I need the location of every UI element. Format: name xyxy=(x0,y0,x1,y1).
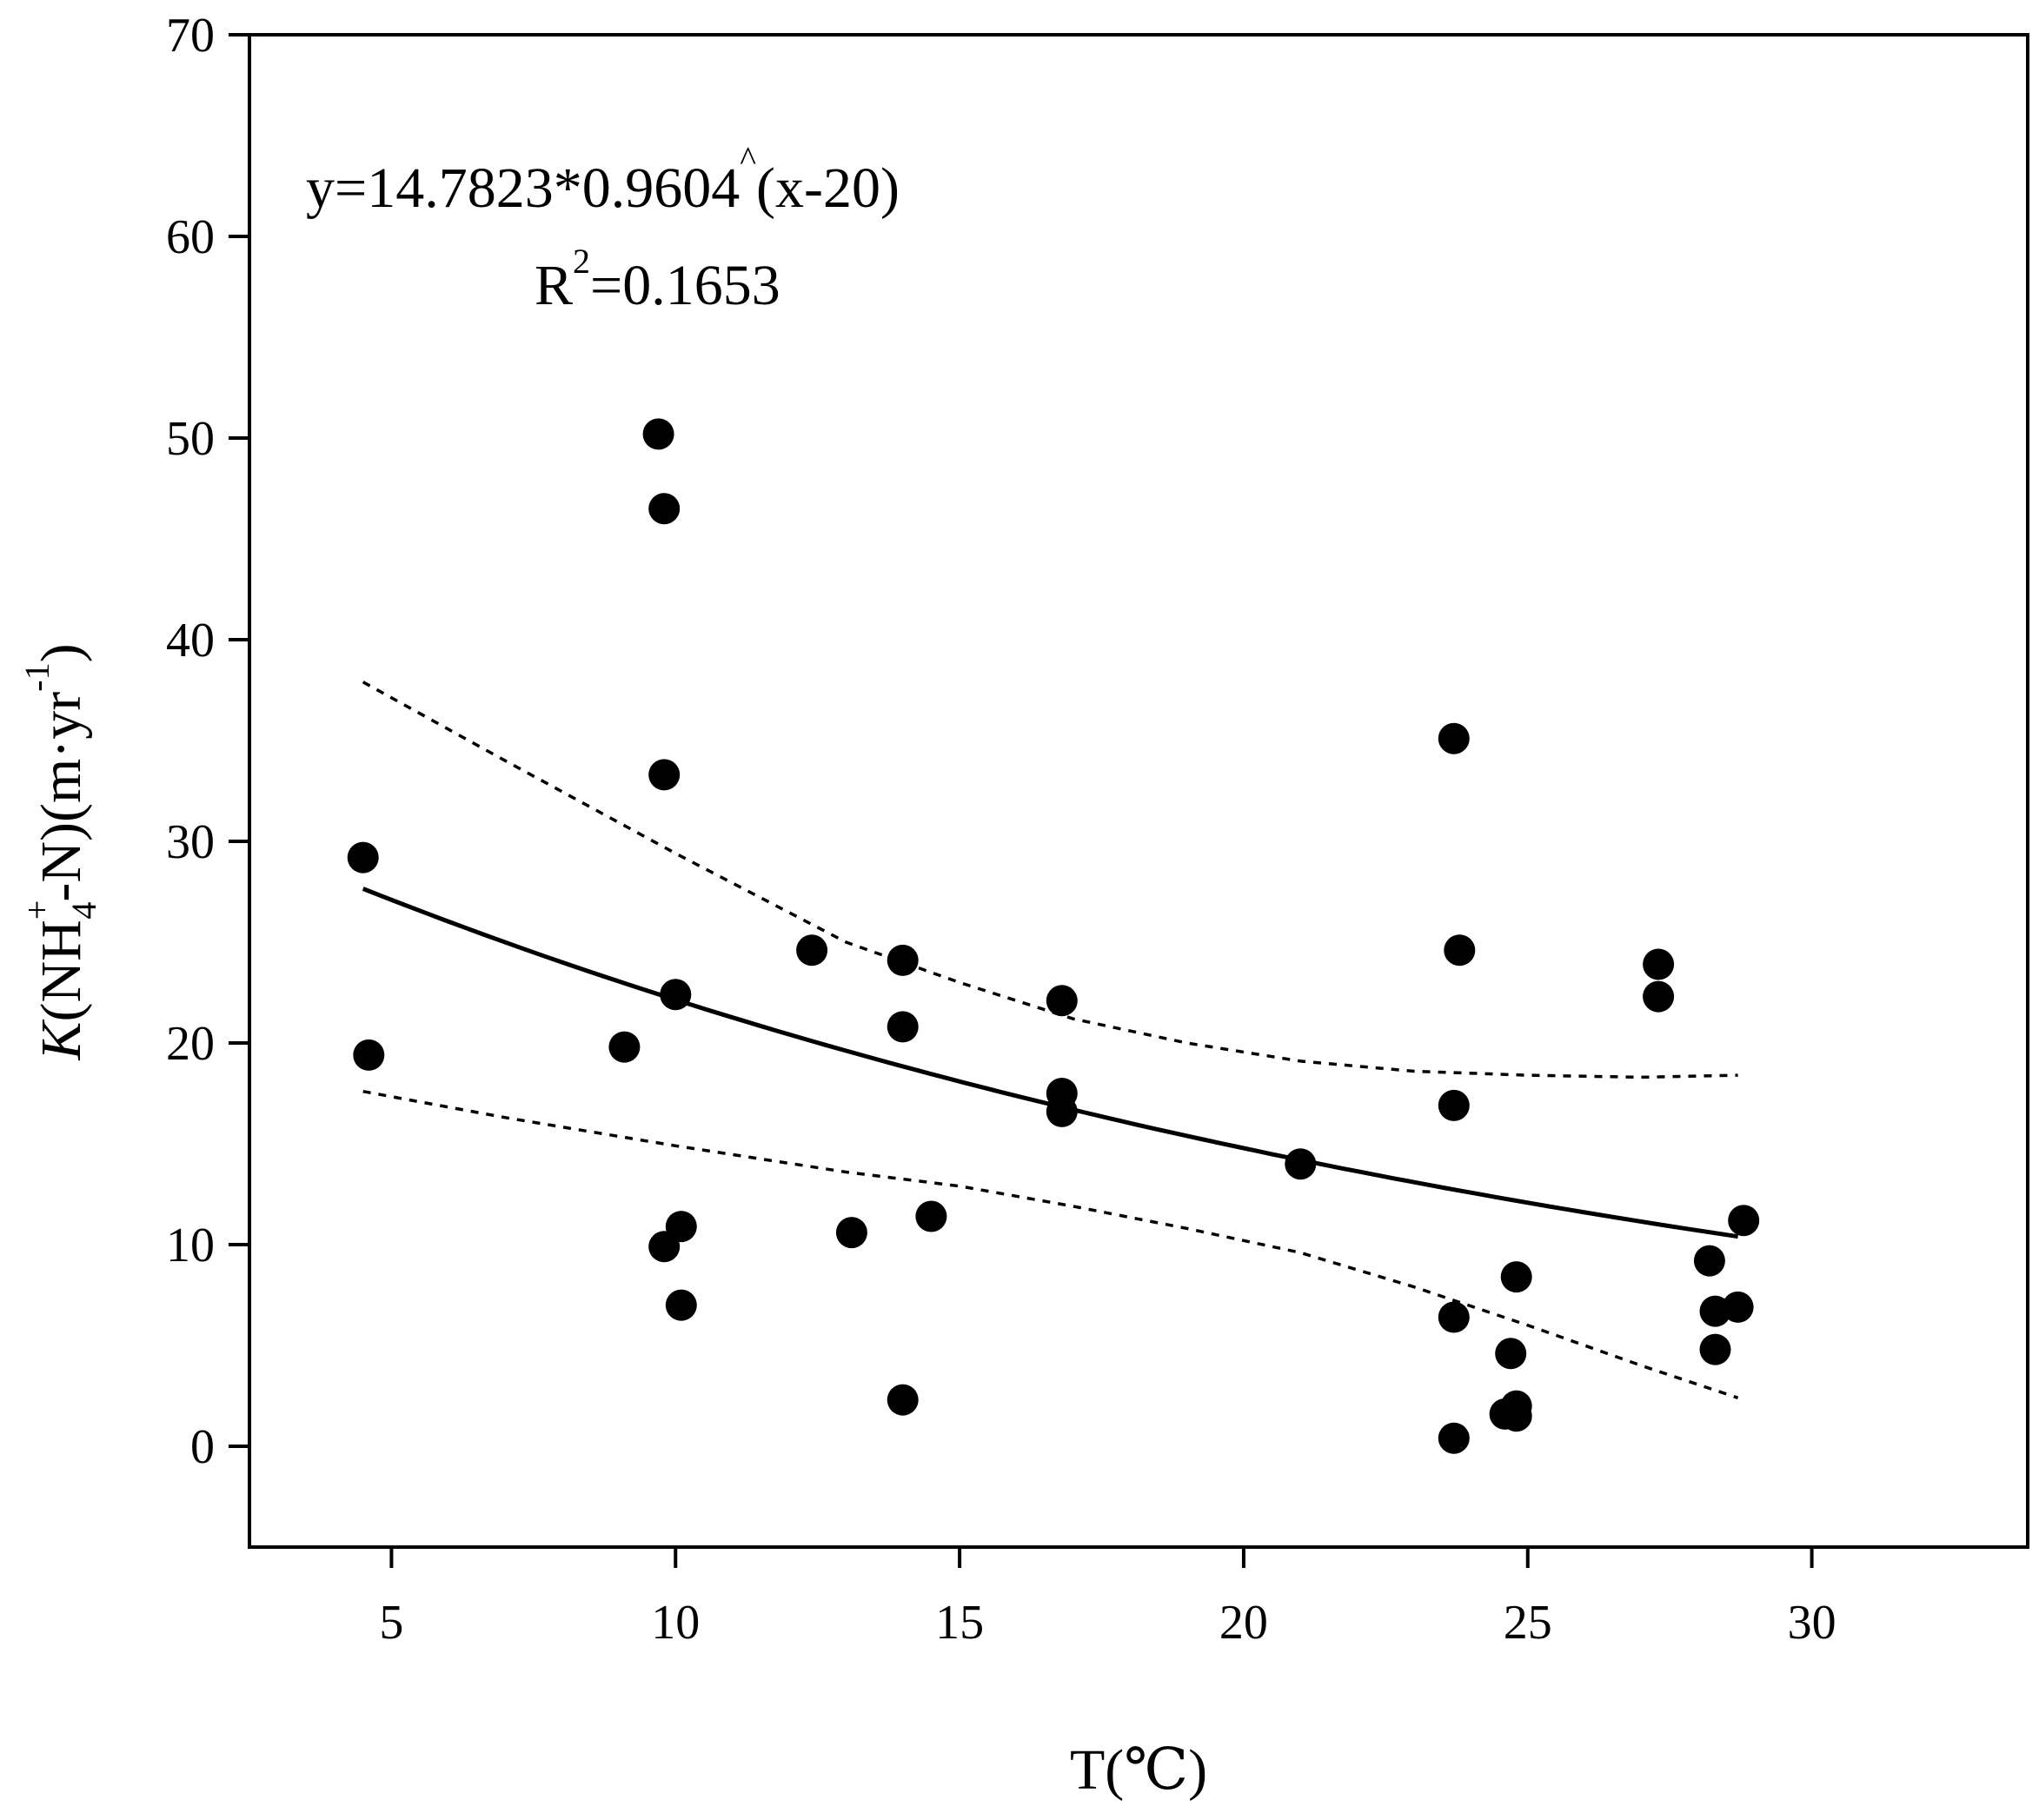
data-point xyxy=(887,944,919,976)
data-point xyxy=(660,979,692,1011)
fit-layer xyxy=(362,887,1738,1239)
data-point xyxy=(353,1039,385,1071)
fit-curve xyxy=(362,887,1738,1239)
data-point xyxy=(1693,1245,1725,1277)
data-point xyxy=(1046,985,1078,1017)
regression-equation: y=14.7823*0.9604^(x-20) xyxy=(306,139,900,220)
data-point xyxy=(835,1217,867,1249)
x-axis-ticks: 5 10 15 20 25 30 xyxy=(379,1547,1836,1650)
x-tick-label: 20 xyxy=(1219,1596,1268,1650)
data-point xyxy=(1699,1333,1731,1365)
data-point xyxy=(1495,1338,1527,1370)
x-axis-title: T(℃) xyxy=(1070,1738,1207,1802)
data-point xyxy=(648,759,681,791)
data-point xyxy=(642,418,674,450)
data-point xyxy=(887,1011,919,1043)
data-point xyxy=(1722,1291,1754,1323)
data-point xyxy=(1728,1205,1760,1237)
data-point xyxy=(1438,1301,1470,1333)
data-point xyxy=(1438,1422,1470,1454)
x-tick-label: 10 xyxy=(651,1596,700,1650)
data-point xyxy=(887,1384,919,1416)
y-tick-label: 0 xyxy=(190,1420,215,1474)
data-point xyxy=(915,1200,947,1232)
data-point xyxy=(347,841,379,873)
data-point xyxy=(1444,934,1476,966)
y-tick-label: 40 xyxy=(166,614,215,668)
y-tick-label: 50 xyxy=(166,412,215,466)
plot-frame xyxy=(248,33,2029,1549)
data-point xyxy=(1046,1095,1078,1127)
y-tick-label: 10 xyxy=(166,1219,215,1272)
y-tick-label: 30 xyxy=(166,815,215,869)
confidence-band-upper xyxy=(362,681,1738,1079)
data-point xyxy=(1643,980,1675,1013)
confidence-bands xyxy=(362,681,1739,1399)
data-point xyxy=(1643,948,1675,980)
data-points xyxy=(347,418,1760,1454)
data-point xyxy=(665,1289,697,1321)
y-tick-label: 70 xyxy=(166,9,215,63)
data-point xyxy=(1438,722,1470,754)
x-tick-label: 5 xyxy=(379,1596,403,1650)
data-point xyxy=(796,934,828,966)
y-tick-label: 60 xyxy=(166,210,215,264)
data-point xyxy=(1500,1400,1532,1432)
y-axis-title: K(NH+ 4-N)(m·yr-1) xyxy=(17,643,103,1060)
data-point xyxy=(1438,1089,1470,1121)
x-tick-label: 15 xyxy=(935,1596,984,1650)
r-squared-label: R2=0.1653 xyxy=(535,242,780,317)
data-point xyxy=(665,1211,697,1243)
data-point xyxy=(1285,1148,1317,1180)
y-tick-label: 20 xyxy=(166,1017,215,1071)
confidence-band-lower xyxy=(362,1089,1739,1399)
data-point xyxy=(648,493,681,525)
data-point xyxy=(608,1031,641,1063)
data-point xyxy=(1500,1261,1532,1293)
y-axis-ticks: 0 10 20 30 40 50 60 70 xyxy=(166,9,249,1474)
x-tick-label: 25 xyxy=(1504,1596,1552,1650)
x-tick-label: 30 xyxy=(1788,1596,1836,1650)
